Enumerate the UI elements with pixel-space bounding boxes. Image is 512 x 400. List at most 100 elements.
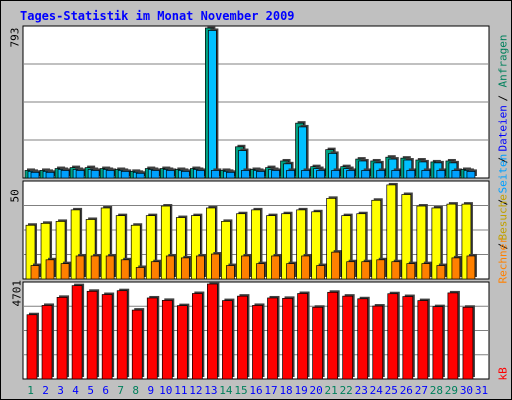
bar-seiten (60, 170, 70, 179)
bar-rechner (135, 267, 145, 280)
bar-rechner (226, 265, 235, 280)
day-label: 20 (309, 384, 323, 397)
bar-rechner (391, 261, 401, 280)
bar-rechner (120, 259, 130, 280)
bar-besuche (70, 209, 81, 280)
bar-kb (312, 306, 323, 380)
bar-rechner (30, 265, 40, 280)
bar-besuche (326, 198, 336, 280)
bar-seiten (120, 171, 130, 179)
bar-rechner (196, 255, 205, 280)
day-label: 23 (354, 384, 368, 397)
bar-rechner (211, 253, 220, 280)
bar-seiten (301, 170, 310, 179)
bar-rechner (466, 255, 476, 280)
bar-besuche (251, 209, 261, 280)
bar-besuche (160, 205, 171, 280)
bar-besuche (311, 211, 321, 280)
top-panel-ymax: 793 (8, 27, 22, 48)
bar-seiten (105, 170, 115, 179)
bar-dateien (208, 30, 217, 179)
bar-rechner (436, 265, 446, 280)
bar-rechner (165, 255, 175, 280)
day-label: 18 (279, 384, 293, 397)
bar-besuche (175, 217, 186, 280)
bar-kb (56, 297, 68, 380)
bar-seiten (45, 171, 55, 179)
bar-seiten (226, 171, 235, 179)
day-label: 22 (339, 384, 353, 397)
day-label: 4 (72, 384, 79, 397)
day-label: 15 (234, 384, 248, 397)
bar-kb (131, 309, 143, 380)
day-label: 28 (429, 384, 443, 397)
bar-rechner (241, 255, 250, 280)
bar-kb (222, 300, 233, 380)
day-label: 14 (219, 384, 233, 397)
bar-rechner (60, 263, 70, 280)
bar-seiten (165, 170, 175, 179)
bar-besuche (461, 203, 472, 280)
bar-seiten (271, 170, 280, 179)
bar-rechner (331, 251, 340, 280)
day-label: 5 (87, 384, 94, 397)
day-label: 1 (27, 384, 34, 397)
bar-besuche (55, 221, 66, 280)
bar-rechner (105, 255, 115, 280)
bar-seiten (391, 170, 401, 179)
bar-besuche (386, 184, 397, 280)
legend-besuche: Besuche (496, 194, 510, 241)
bar-besuche (236, 213, 246, 280)
day-label: 29 (444, 384, 459, 397)
bar-rechner (421, 263, 431, 280)
day-label: 27 (414, 384, 428, 397)
bar-kb (192, 293, 203, 380)
bar-besuche (446, 203, 457, 280)
day-label: 26 (399, 384, 413, 397)
day-label: 3 (57, 384, 64, 397)
bar-besuche (206, 207, 216, 280)
bar-seiten (421, 170, 431, 179)
bar-rechner (406, 263, 416, 280)
bar-kb (41, 305, 53, 380)
bar-rechner (45, 259, 55, 280)
day-label: 19 (294, 384, 308, 397)
bar-kb (462, 306, 474, 380)
day-label: 17 (264, 384, 278, 397)
bar-seiten (451, 170, 461, 179)
bar-seiten (30, 171, 40, 179)
bar-rechner (271, 255, 280, 280)
legend-seiten: Seiten (496, 153, 510, 194)
bar-besuche (221, 221, 231, 280)
bar-rechner (150, 261, 160, 280)
bar-kb (26, 314, 38, 380)
bar-rechner (346, 261, 356, 280)
bar-besuche (281, 213, 291, 280)
bar-rechner (316, 265, 325, 280)
bar-kb (207, 283, 218, 380)
legend-separator-1: / (496, 94, 510, 102)
bar-seiten (180, 171, 190, 179)
bar-kb (432, 306, 444, 380)
bar-besuche (40, 222, 51, 280)
bar-besuche (356, 213, 367, 280)
bar-seiten (135, 172, 145, 179)
bar-seiten (256, 171, 265, 179)
bar-seiten (466, 171, 476, 179)
bar-besuche (266, 215, 276, 280)
bar-rechner (286, 263, 295, 280)
bar-kb (387, 293, 399, 380)
bar-rechner (376, 259, 386, 280)
bar-kb (101, 294, 113, 380)
bar-kb (71, 285, 83, 380)
bar-besuche (25, 224, 36, 280)
bar-kb (267, 297, 278, 380)
day-label: 8 (132, 384, 140, 397)
bar-kb (237, 295, 248, 380)
bar-seiten (196, 170, 205, 179)
bar-besuche (100, 207, 111, 280)
bar-seiten (316, 170, 325, 179)
day-label: 25 (384, 384, 398, 397)
day-label: 21 (324, 384, 338, 397)
bar-kb (297, 293, 308, 380)
